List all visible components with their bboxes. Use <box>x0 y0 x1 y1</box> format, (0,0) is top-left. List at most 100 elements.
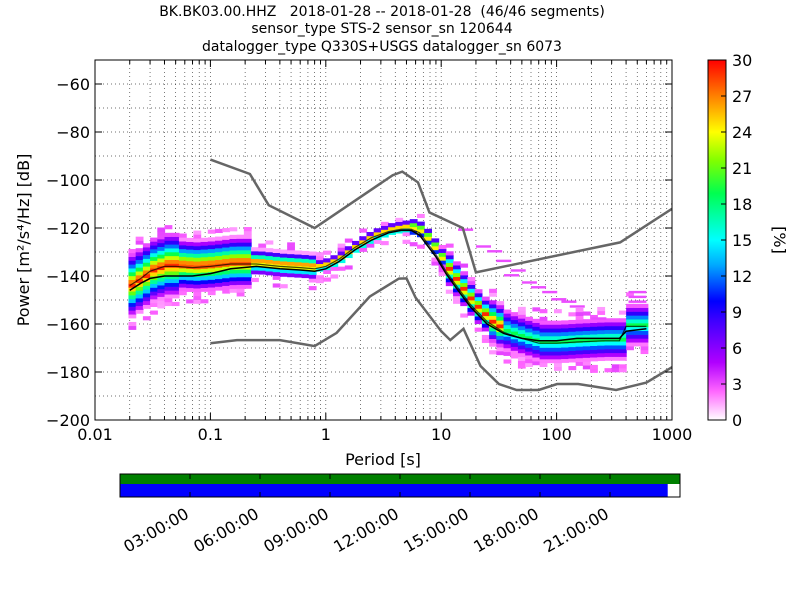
mean-curve-line <box>129 229 647 342</box>
heatmap-cell <box>416 229 425 234</box>
heatmap-cell <box>222 228 231 233</box>
heatmap-cell <box>431 261 440 266</box>
heatmap-cell <box>431 257 440 262</box>
noise-model-lines <box>129 158 672 392</box>
heatmap-cell <box>467 277 476 282</box>
heatmap-cell <box>215 278 223 283</box>
timeline-tick-label: 06:00:00 <box>190 504 262 556</box>
heatmap-cell <box>222 247 231 252</box>
heatmap-cell <box>128 325 137 330</box>
heatmap-cell <box>582 338 591 343</box>
heatmap-cell <box>301 258 310 263</box>
heatmap-cell <box>525 316 533 321</box>
heatmap-cell <box>416 213 425 219</box>
heatmap-cell <box>525 347 533 352</box>
heatmap-cell <box>611 345 620 350</box>
heatmap-cell <box>157 262 166 267</box>
heatmap-cell <box>258 266 267 271</box>
heatmap-cell <box>272 275 281 280</box>
heatmap-cell <box>330 266 339 271</box>
heatmap-cell <box>236 242 245 247</box>
heatmap-cell <box>380 233 389 238</box>
heatmap-cell <box>626 346 634 351</box>
heatmap-cell <box>229 254 238 259</box>
heatmap-cell <box>582 326 591 331</box>
heatmap-cell <box>222 254 231 260</box>
heatmap-cell <box>503 321 512 326</box>
heatmap-cell <box>474 296 483 302</box>
heatmap-cell <box>229 238 238 243</box>
heatmap-cell <box>200 260 209 265</box>
heatmap-cell <box>142 304 151 309</box>
colorbar-tick-label: 12 <box>732 267 752 286</box>
heatmap-cell <box>142 297 151 302</box>
heatmap-cell <box>308 251 317 256</box>
y-tick-label: −120 <box>46 219 90 238</box>
heatmap-cell <box>380 221 389 226</box>
heatmap-cell <box>496 312 505 317</box>
heatmap-cell <box>575 334 584 340</box>
heatmap-cell <box>150 295 158 300</box>
heatmap-cell <box>590 341 598 347</box>
heatmap-cell <box>503 351 512 356</box>
heatmap-cell <box>215 244 223 249</box>
heatmap-cell <box>222 289 231 294</box>
heatmap-cell <box>633 319 642 324</box>
heatmap-cell <box>496 343 505 348</box>
heatmap-cell <box>503 344 512 349</box>
heatmap-cell <box>142 289 151 294</box>
heatmap-cell <box>546 343 555 348</box>
heatmap-cell <box>222 258 231 263</box>
heatmap-cell <box>388 226 396 232</box>
title-line-1: BK.BK03.00.HHZ 2018-01-28 -- 2018-01-28 … <box>159 4 605 20</box>
heatmap-cell <box>294 261 303 267</box>
heatmap-cell <box>503 313 512 318</box>
heatmap-cell <box>532 341 541 347</box>
colorbar-tick-label: 27 <box>732 87 752 106</box>
title-line-3: datalogger_type Q330S+USGS datalogger_sn… <box>202 39 562 55</box>
colorbar-tick-label: 30 <box>732 51 752 70</box>
heatmap-cell <box>178 279 187 284</box>
heatmap-cell <box>546 351 555 356</box>
heatmap-cell <box>604 368 613 373</box>
heatmap-cell <box>431 249 440 255</box>
heatmap-cell <box>467 280 476 285</box>
heatmap-cell <box>243 276 252 282</box>
heatmap-cell <box>222 266 231 271</box>
heatmap-cell <box>409 222 418 228</box>
heatmap-cell <box>229 280 238 286</box>
timeline-tick-label: 12:00:00 <box>330 504 402 556</box>
heatmap-cell <box>178 264 187 269</box>
heatmap-cell <box>315 263 324 268</box>
heatmap-cell <box>380 229 389 234</box>
heatmap-cell <box>178 291 187 296</box>
heatmap-cell <box>590 326 598 331</box>
heatmap-cell <box>128 295 137 300</box>
heatmap-cell <box>416 221 425 226</box>
heatmap-cell <box>481 327 490 332</box>
heatmap-cell <box>453 272 461 277</box>
heatmap-cell <box>178 287 187 292</box>
heatmap-cell <box>272 268 281 273</box>
heatmap-cell <box>359 228 368 233</box>
heatmap-cell <box>539 351 548 356</box>
heatmap-cell <box>561 343 570 348</box>
heatmap-cell <box>215 282 223 287</box>
heatmap-cell <box>251 266 259 271</box>
heatmap-cell <box>626 307 634 312</box>
heatmap-cell <box>561 331 570 337</box>
heatmap-cell <box>200 276 209 281</box>
heatmap-cell <box>229 273 238 278</box>
heatmap-cell <box>229 284 238 289</box>
heatmap-cell <box>323 262 332 267</box>
heatmap-cell <box>604 348 613 354</box>
heatmap-cell <box>236 246 245 251</box>
heatmap-cell <box>604 325 613 331</box>
heatmap-cell <box>575 315 584 320</box>
heatmap-cell <box>503 359 512 364</box>
heatmap-cell <box>308 259 317 264</box>
heatmap-cell <box>265 248 274 253</box>
heatmap-cell <box>186 268 194 273</box>
heatmap-cell <box>590 353 598 358</box>
heatmap-cell <box>575 342 584 347</box>
